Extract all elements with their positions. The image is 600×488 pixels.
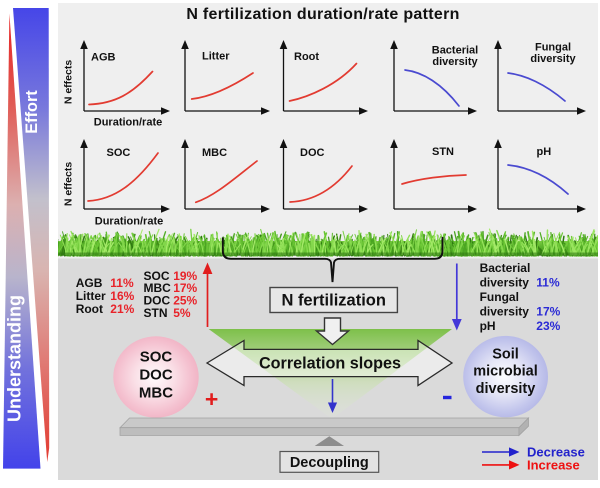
svg-text:Duration/rate: Duration/rate bbox=[94, 117, 162, 129]
svg-text:diversity: diversity bbox=[480, 276, 530, 290]
svg-text:DOC: DOC bbox=[144, 294, 171, 308]
svg-text:diversity: diversity bbox=[476, 381, 536, 397]
svg-text:pH: pH bbox=[480, 319, 496, 333]
svg-text:STN: STN bbox=[144, 306, 168, 320]
svg-text:5%: 5% bbox=[173, 306, 191, 320]
svg-text:21%: 21% bbox=[110, 302, 134, 316]
svg-text:Understanding: Understanding bbox=[5, 295, 25, 422]
svg-text:Fungal: Fungal bbox=[480, 290, 519, 304]
svg-text:Fungal: Fungal bbox=[535, 42, 571, 54]
svg-text:N fertilization: N fertilization bbox=[281, 292, 386, 310]
svg-text:11%: 11% bbox=[536, 276, 560, 290]
svg-text:Increase: Increase bbox=[527, 457, 580, 472]
svg-text:Root: Root bbox=[76, 302, 103, 316]
svg-text:17%: 17% bbox=[536, 305, 560, 319]
svg-text:17%: 17% bbox=[173, 281, 197, 295]
svg-text:Root: Root bbox=[294, 51, 319, 63]
svg-text:19%: 19% bbox=[173, 269, 197, 283]
svg-text:microbial: microbial bbox=[473, 364, 537, 380]
svg-text:diversity: diversity bbox=[480, 305, 530, 319]
svg-text:+: + bbox=[205, 386, 218, 412]
svg-text:STN: STN bbox=[432, 146, 454, 158]
svg-text:Soil: Soil bbox=[492, 347, 519, 363]
svg-text:Litter: Litter bbox=[76, 289, 106, 303]
svg-text:25%: 25% bbox=[173, 294, 197, 308]
svg-text:N fertilization duration/rate: N fertilization duration/rate pattern bbox=[186, 6, 459, 23]
svg-text:MBC: MBC bbox=[139, 385, 173, 402]
svg-text:11%: 11% bbox=[110, 276, 134, 290]
svg-text:N effects: N effects bbox=[63, 162, 75, 207]
svg-text:DOC: DOC bbox=[300, 147, 325, 159]
svg-text:Correlation slopes: Correlation slopes bbox=[259, 355, 401, 373]
svg-text:AGB: AGB bbox=[91, 52, 116, 64]
svg-text:23%: 23% bbox=[536, 319, 560, 333]
svg-text:MBC: MBC bbox=[144, 281, 172, 295]
svg-text:SOC: SOC bbox=[144, 269, 170, 283]
svg-text:Effort: Effort bbox=[23, 90, 41, 134]
svg-text:Bacterial: Bacterial bbox=[480, 261, 531, 275]
svg-text:Bacterial: Bacterial bbox=[432, 45, 478, 57]
svg-text:SOC: SOC bbox=[107, 147, 131, 159]
svg-text:Decrease: Decrease bbox=[527, 445, 585, 460]
svg-text:diversity: diversity bbox=[530, 53, 576, 65]
svg-text:Litter: Litter bbox=[202, 51, 230, 63]
svg-text:AGB: AGB bbox=[76, 276, 103, 290]
svg-text:pH: pH bbox=[537, 146, 552, 158]
svg-text:SOC: SOC bbox=[140, 349, 173, 366]
svg-text:16%: 16% bbox=[110, 289, 134, 303]
svg-text:MBC: MBC bbox=[202, 147, 227, 159]
svg-text:DOC: DOC bbox=[139, 367, 173, 384]
svg-text:Decoupling: Decoupling bbox=[290, 455, 369, 471]
svg-text:Duration/rate: Duration/rate bbox=[95, 216, 163, 228]
svg-text:diversity: diversity bbox=[432, 56, 478, 68]
svg-text:N effects: N effects bbox=[63, 60, 75, 105]
